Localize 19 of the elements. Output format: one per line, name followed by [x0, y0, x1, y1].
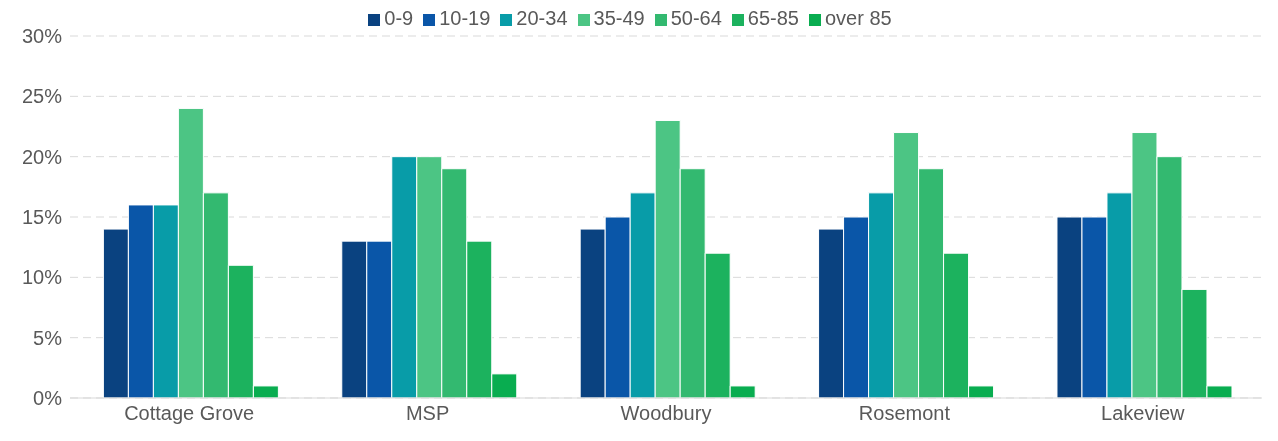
legend-label: 20-34 — [516, 7, 568, 29]
legend-label: 50-64 — [670, 7, 722, 29]
legend-label: 10-19 — [439, 7, 491, 29]
y-tick-label: 15% — [21, 206, 63, 229]
legend-label: over 85 — [824, 7, 892, 29]
x-tick-label: Woodbury — [620, 402, 712, 425]
y-tick-label: 0% — [33, 387, 63, 410]
legend-label: 65-85 — [747, 7, 799, 29]
y-tick-label: 10% — [21, 266, 63, 289]
y-tick-label: 25% — [21, 85, 63, 108]
x-tick-label: Cottage Grove — [124, 402, 255, 425]
legend-label: 35-49 — [593, 7, 645, 29]
y-tick-label: 5% — [33, 326, 63, 349]
x-tick-label: Lakeview — [1101, 402, 1186, 425]
legend-label: 0-9 — [384, 7, 414, 29]
x-tick-label: MSP — [405, 402, 450, 425]
y-tick-label: 20% — [21, 145, 63, 168]
x-tick-label: Rosemont — [858, 402, 951, 425]
y-tick-label: 30% — [21, 25, 63, 48]
